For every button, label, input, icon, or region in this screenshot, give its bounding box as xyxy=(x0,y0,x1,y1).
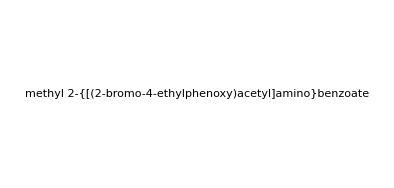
Text: methyl 2-{[(2-bromo-4-ethylphenoxy)acetyl]amino}benzoate: methyl 2-{[(2-bromo-4-ethylphenoxy)acety… xyxy=(25,89,369,99)
